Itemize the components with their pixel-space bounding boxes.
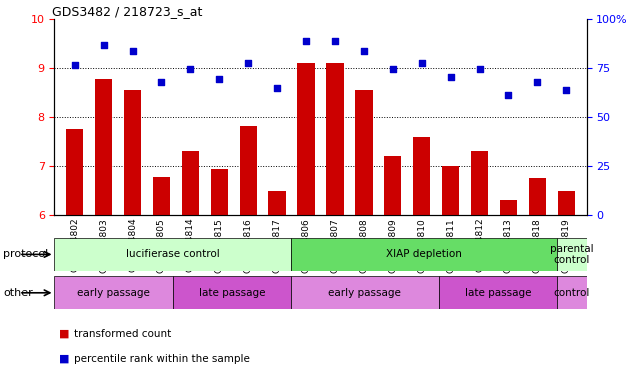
Text: lucifierase control: lucifierase control xyxy=(126,249,220,260)
Text: GDS3482 / 218723_s_at: GDS3482 / 218723_s_at xyxy=(52,5,202,18)
Point xyxy=(359,48,369,54)
Point xyxy=(474,66,485,72)
Bar xyxy=(95,79,112,215)
Point xyxy=(185,66,196,72)
Text: control: control xyxy=(554,288,590,298)
Bar xyxy=(438,276,557,309)
Bar xyxy=(269,190,286,215)
Point xyxy=(445,74,456,80)
Bar xyxy=(124,90,141,215)
Bar xyxy=(291,238,557,271)
Bar xyxy=(326,63,344,215)
Point xyxy=(532,79,542,85)
Text: percentile rank within the sample: percentile rank within the sample xyxy=(74,354,249,364)
Text: other: other xyxy=(3,288,33,298)
Text: XIAP depletion: XIAP depletion xyxy=(386,249,462,260)
Bar xyxy=(172,276,291,309)
Bar xyxy=(355,90,372,215)
Bar xyxy=(240,126,257,215)
Bar xyxy=(500,200,517,215)
Bar xyxy=(413,137,430,215)
Point xyxy=(70,62,80,68)
Text: ■: ■ xyxy=(59,354,69,364)
Point xyxy=(99,42,109,48)
Bar xyxy=(442,166,460,215)
Bar xyxy=(557,238,587,271)
Bar xyxy=(54,276,172,309)
Text: early passage: early passage xyxy=(328,288,401,298)
Bar xyxy=(211,169,228,215)
Bar xyxy=(153,177,170,215)
Point xyxy=(417,60,427,66)
Bar xyxy=(471,151,488,215)
Bar xyxy=(181,151,199,215)
Point xyxy=(128,48,138,54)
Point xyxy=(561,87,571,93)
Bar xyxy=(557,276,587,309)
Text: early passage: early passage xyxy=(77,288,150,298)
Text: transformed count: transformed count xyxy=(74,329,171,339)
Text: late passage: late passage xyxy=(199,288,265,298)
Point xyxy=(214,76,224,82)
Bar xyxy=(291,276,438,309)
Bar xyxy=(54,238,291,271)
Point xyxy=(301,38,311,44)
Bar xyxy=(297,63,315,215)
Text: late passage: late passage xyxy=(465,288,531,298)
Bar xyxy=(66,129,83,215)
Point xyxy=(272,85,282,91)
Text: protocol: protocol xyxy=(3,249,49,260)
Text: parental
control: parental control xyxy=(550,243,594,265)
Point xyxy=(503,92,513,98)
Point xyxy=(330,38,340,44)
Bar xyxy=(384,156,401,215)
Text: ■: ■ xyxy=(59,329,69,339)
Bar xyxy=(529,178,546,215)
Point xyxy=(243,60,253,66)
Bar xyxy=(558,190,575,215)
Point xyxy=(388,66,398,72)
Point xyxy=(156,79,167,85)
